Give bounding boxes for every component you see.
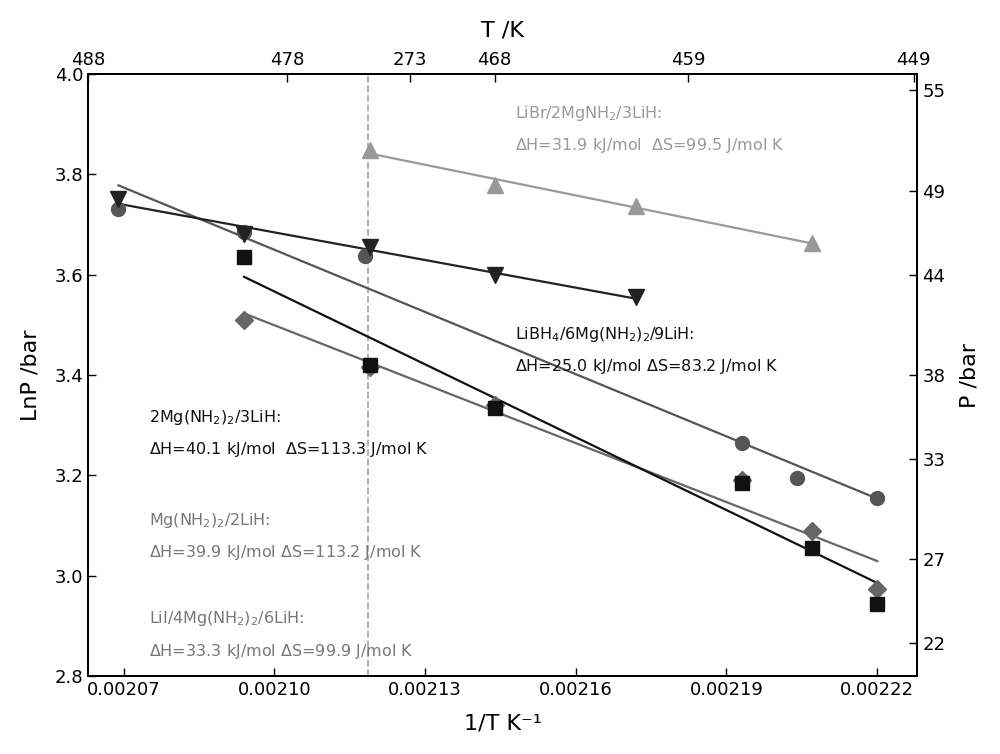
X-axis label: T /K: T /K bbox=[481, 21, 524, 41]
Text: $\Delta$H=31.9 kJ/mol  $\Delta$S=99.5 J/mol K: $\Delta$H=31.9 kJ/mol $\Delta$S=99.5 J/m… bbox=[515, 136, 785, 155]
Text: 2Mg(NH$_2$)$_2$/3LiH:: 2Mg(NH$_2$)$_2$/3LiH: bbox=[149, 408, 280, 427]
Text: LiI/4Mg(NH$_2$)$_2$/6LiH:: LiI/4Mg(NH$_2$)$_2$/6LiH: bbox=[149, 608, 304, 627]
Text: $\Delta$H=40.1 kJ/mol  $\Delta$S=113.3 J/mol K: $\Delta$H=40.1 kJ/mol $\Delta$S=113.3 J/… bbox=[149, 440, 428, 459]
Y-axis label: P /bar: P /bar bbox=[959, 342, 979, 407]
Text: $\Delta$H=33.3 kJ/mol $\Delta$S=99.9 J/mol K: $\Delta$H=33.3 kJ/mol $\Delta$S=99.9 J/m… bbox=[149, 642, 413, 661]
Text: $\Delta$H=39.9 kJ/mol $\Delta$S=113.2 J/mol K: $\Delta$H=39.9 kJ/mol $\Delta$S=113.2 J/… bbox=[149, 544, 422, 562]
Text: LiBH$_4$/6Mg(NH$_2$)$_2$/9LiH:: LiBH$_4$/6Mg(NH$_2$)$_2$/9LiH: bbox=[515, 325, 695, 344]
Text: $\Delta$H=25.0 kJ/mol $\Delta$S=83.2 J/mol K: $\Delta$H=25.0 kJ/mol $\Delta$S=83.2 J/m… bbox=[515, 357, 779, 376]
Text: Mg(NH$_2$)$_2$/2LiH:: Mg(NH$_2$)$_2$/2LiH: bbox=[149, 510, 270, 529]
Y-axis label: LnP /bar: LnP /bar bbox=[21, 329, 41, 421]
Text: LiBr/2MgNH$_2$/3LiH:: LiBr/2MgNH$_2$/3LiH: bbox=[515, 104, 662, 123]
X-axis label: 1/T K⁻¹: 1/T K⁻¹ bbox=[464, 713, 542, 733]
